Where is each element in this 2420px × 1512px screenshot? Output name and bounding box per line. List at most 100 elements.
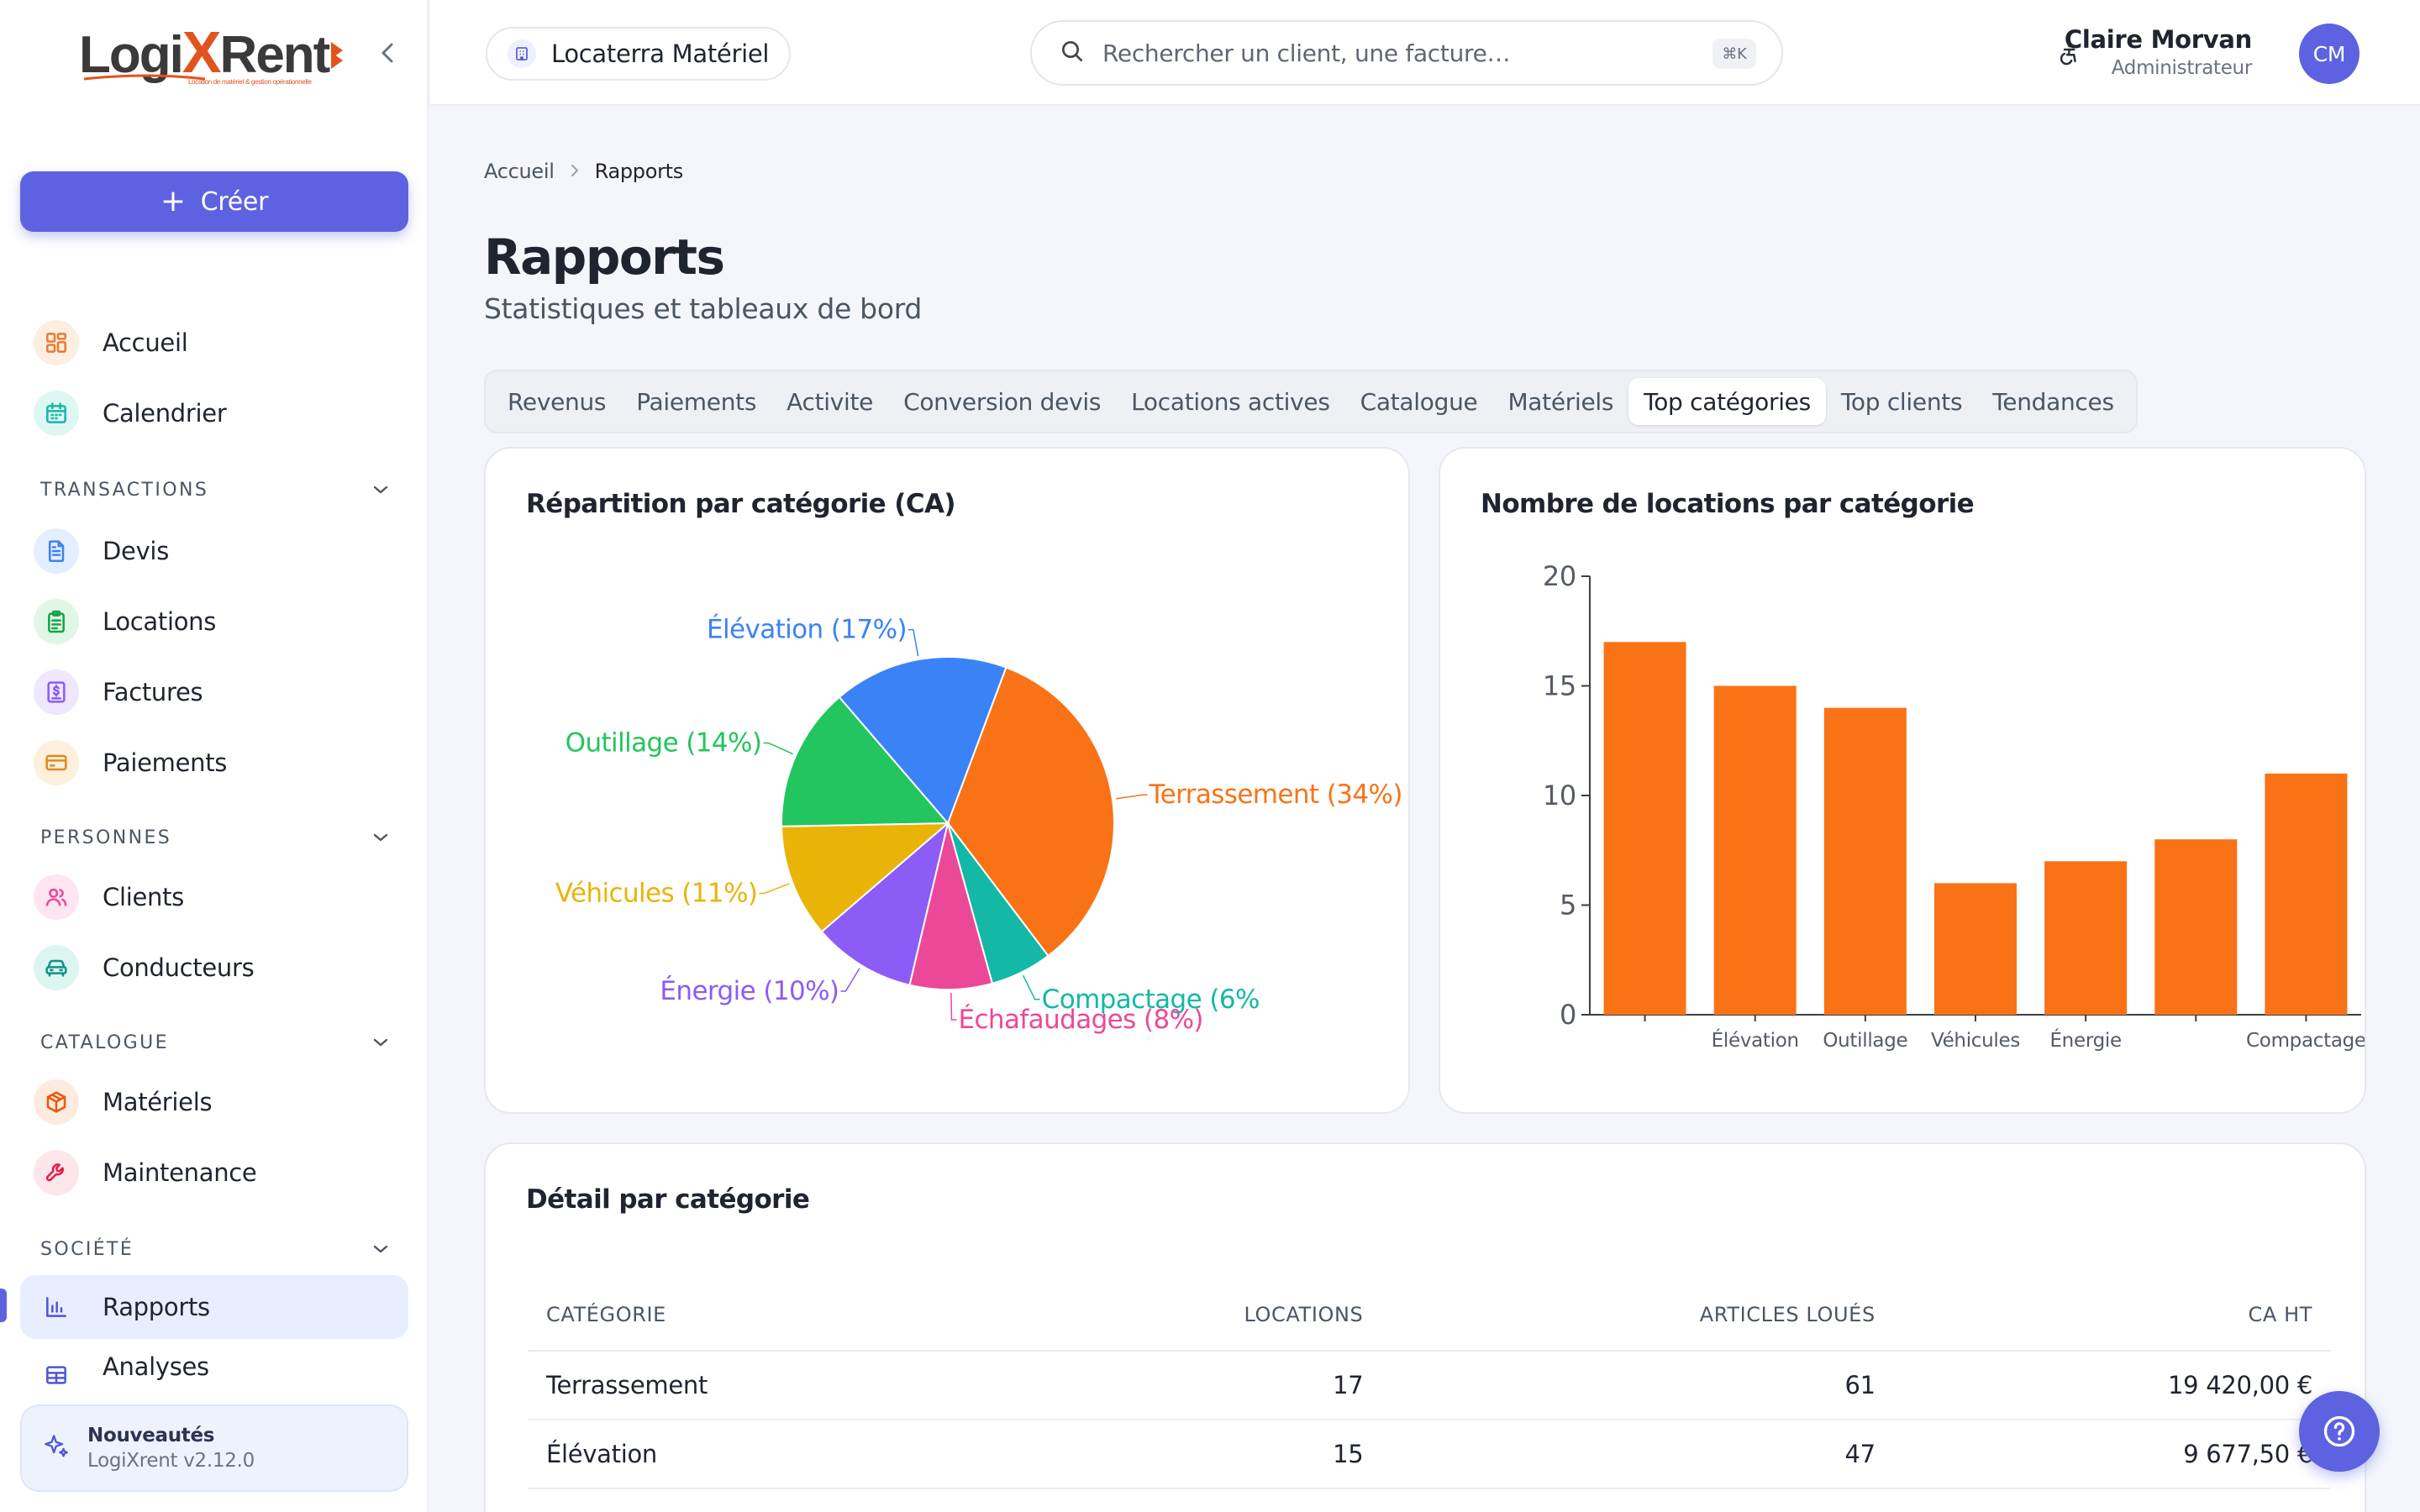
report-tabs: Revenus Paiements Activite Conversion devis… — [484, 370, 2138, 433]
pie-slice-energie[interactable] — [820, 821, 950, 986]
pie-slice-outillage[interactable] — [781, 696, 950, 827]
x-tick-label: Élévation — [1712, 1028, 1799, 1052]
sidebar-item-factures[interactable]: Factures — [20, 660, 408, 724]
dashboard-icon — [34, 320, 79, 365]
svg-text:Location de matériel & gestion: Location de matériel & gestion opération… — [188, 78, 312, 86]
table-cell-ca-ht: 19 420,00 € — [1893, 1351, 2331, 1420]
bar-chart-icon — [34, 1284, 79, 1330]
y-tick-label: 20 — [1543, 560, 1576, 592]
pie-slice-terrassement[interactable] — [946, 666, 1115, 958]
calendar-icon — [34, 391, 79, 436]
bar-outillage[interactable] — [1823, 707, 1907, 1015]
search-input[interactable] — [1102, 39, 1691, 67]
bar-terrassement[interactable] — [1603, 642, 1686, 1015]
sidebar-item-calendrier[interactable]: Calendrier — [20, 381, 408, 445]
y-tick-label: 5 — [1560, 890, 1576, 921]
user-role: Administrateur — [2111, 57, 2253, 79]
x-tick-label: Compactage — [2246, 1030, 2365, 1052]
pie-label: Énergie (10%) — [660, 976, 839, 1006]
pie-leader-line — [1022, 974, 1040, 1000]
bar-chart-card: Nombre de locations par catégorie 0 5 10 15… — [1439, 447, 2366, 1114]
category-table-card: Détail par catégorie CATÉGORIE LOCATIONS A… — [484, 1142, 2366, 1512]
help-button[interactable] — [2299, 1391, 2380, 1472]
sidebar-item-label: Rapports — [103, 1293, 210, 1321]
table-row[interactable]: Terrassement 17 61 19 420,00 € — [528, 1351, 2331, 1420]
accessibility-icon[interactable] — [2052, 37, 2086, 71]
tab-paiements[interactable]: Paiements — [636, 387, 757, 416]
sidebar-item-locations[interactable]: Locations — [20, 590, 408, 654]
bar-energie[interactable] — [2044, 861, 2128, 1015]
active-indicator — [0, 1289, 7, 1322]
tab-top-clients[interactable]: Top clients — [1840, 387, 1963, 416]
table-header-row: CATÉGORIE LOCATIONS ARTICLES LOUÉS CA HT — [528, 1278, 2331, 1352]
x-tick-label: Outillage — [1823, 1030, 1907, 1052]
section-title: PERSONNES — [40, 827, 172, 848]
bar-elevation[interactable] — [1713, 685, 1797, 1016]
sparkles-icon — [42, 1432, 71, 1464]
pie-leader-line — [950, 992, 957, 1021]
create-button[interactable]: + Créer — [20, 171, 408, 232]
bar-vehicules[interactable] — [1934, 883, 2017, 1015]
credit-card-icon — [34, 740, 79, 785]
section-header-personnes[interactable]: PERSONNES — [40, 825, 390, 850]
column-header-categorie[interactable]: CATÉGORIE — [528, 1278, 1006, 1352]
user-name[interactable]: Claire Morvan — [2064, 25, 2252, 54]
collapse-sidebar-button[interactable] — [375, 39, 400, 67]
sidebar-item-paiements[interactable]: Paiements — [20, 731, 408, 795]
column-header-ca-ht[interactable]: CA HT — [1893, 1278, 2331, 1352]
sidebar-item-rapports[interactable]: Rapports — [20, 1275, 408, 1339]
sidebar-item-conducteurs[interactable]: Conducteurs — [20, 936, 408, 1000]
bar-chart: 0 5 10 15 20 Élévation Outillage Véhicules Énerg… — [1543, 560, 2365, 1052]
table-cell-articles-loues: 47 — [1381, 1420, 1894, 1489]
pie-slice-vehicules[interactable] — [781, 822, 950, 933]
sidebar-item-label: Analyses — [103, 1352, 209, 1381]
global-search[interactable]: ⌘K — [1030, 20, 1783, 86]
news-version: LogiXrent v2.12.0 — [87, 1450, 255, 1472]
invoice-icon — [34, 669, 79, 715]
breadcrumb-home[interactable]: Accueil — [484, 160, 555, 183]
pie-label: Terrassement (34%) — [1149, 780, 1402, 810]
document-icon — [34, 528, 79, 574]
avatar[interactable]: CM — [2299, 24, 2360, 84]
tab-top-categories[interactable]: Top catégories — [1628, 378, 1826, 425]
sidebar-item-devis[interactable]: Devis — [20, 519, 408, 583]
tab-materiels[interactable]: Matériels — [1507, 387, 1614, 416]
sidebar-item-maintenance[interactable]: Maintenance — [20, 1141, 408, 1205]
search-shortcut-badge: ⌘K — [1712, 39, 1756, 69]
tab-conversion-devis[interactable]: Conversion devis — [903, 387, 1102, 416]
tab-catalogue[interactable]: Catalogue — [1360, 387, 1478, 416]
section-header-societe[interactable]: SOCIÉTÉ — [40, 1236, 390, 1262]
sidebar-item-materiels[interactable]: Matériels — [20, 1070, 408, 1134]
sidebar-item-label: Devis — [103, 537, 170, 565]
column-header-locations[interactable]: LOCATIONS — [1005, 1278, 1382, 1352]
breadcrumb-current: Rapports — [594, 160, 684, 183]
table-row[interactable]: Élévation 15 47 9 677,50 € — [528, 1420, 2331, 1489]
table-cell-categorie: Élévation — [528, 1420, 1006, 1489]
pie-slice-elevation[interactable] — [838, 656, 1007, 825]
tab-tendances[interactable]: Tendances — [1992, 387, 2114, 416]
logixrent-logo[interactable]: LogiXRent Location de matériel & gestion… — [79, 19, 348, 91]
news-card[interactable]: Nouveautés LogiXrent v2.12.0 — [20, 1404, 408, 1492]
tab-activite[interactable]: Activite — [786, 387, 874, 416]
section-header-catalogue[interactable]: CATALOGUE — [40, 1030, 390, 1055]
search-icon — [1059, 38, 1086, 68]
clipboard-icon — [34, 599, 79, 644]
section-header-transactions[interactable]: TRANSACTIONS — [40, 477, 390, 502]
company-switcher[interactable]: Locaterra Matériel — [486, 27, 792, 81]
tab-revenus[interactable]: Revenus — [508, 387, 607, 416]
sidebar-item-clients[interactable]: Clients — [20, 865, 408, 929]
bar-echafaudages[interactable] — [2154, 839, 2238, 1015]
column-header-articles-loues[interactable]: ARTICLES LOUÉS — [1381, 1278, 1894, 1352]
pie-slice-echafaudages[interactable] — [908, 822, 994, 990]
pie-label: Compactage (6% — [1042, 984, 1260, 1015]
tab-locations-actives[interactable]: Locations actives — [1131, 387, 1330, 416]
chevron-down-icon — [371, 827, 390, 848]
page-subtitle: Statistiques et tableaux de bord — [484, 292, 923, 325]
bar-compactage[interactable] — [2265, 773, 2348, 1015]
sidebar-item-analyses[interactable]: Analyses — [20, 1346, 408, 1389]
table-cell-locations: 15 — [1005, 1420, 1382, 1489]
table-cell-articles-loues: 38 — [1381, 1488, 1894, 1512]
page-title: Rapports — [484, 228, 725, 286]
sidebar-item-accueil[interactable]: Accueil — [20, 311, 408, 375]
table-row[interactable]: Outillage14387 878,00 € — [528, 1488, 2331, 1512]
